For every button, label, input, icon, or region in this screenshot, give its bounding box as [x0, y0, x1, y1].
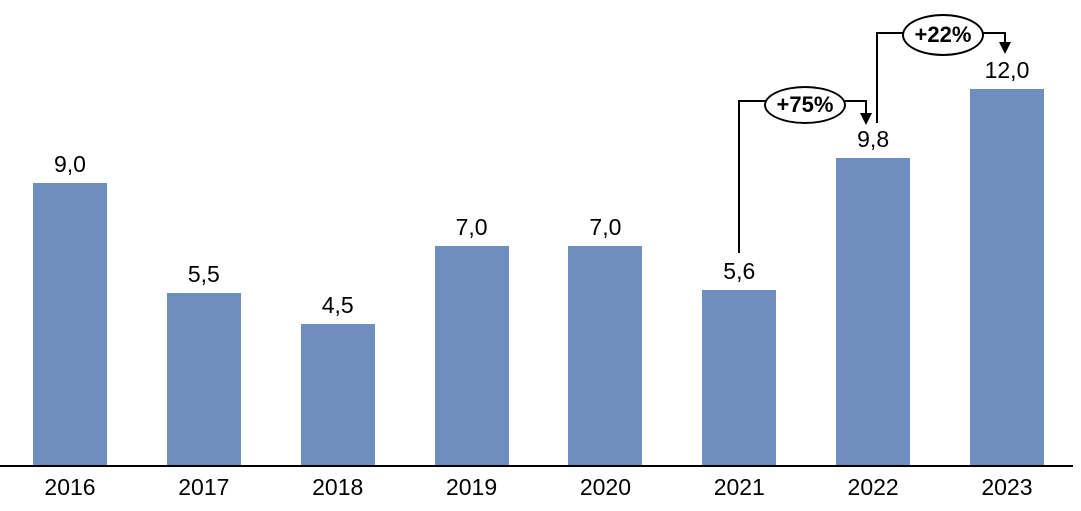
annotation-connector-vertical	[738, 100, 740, 253]
bar-value-label: 5,5	[187, 261, 220, 287]
bar	[969, 89, 1044, 465]
x-axis-label: 2022	[847, 474, 899, 500]
x-axis-label: 2018	[312, 474, 364, 500]
arrow-down-icon	[999, 42, 1011, 54]
bar-value-label: 7,0	[455, 214, 488, 240]
bar	[300, 324, 375, 465]
x-axis-label: 2016	[44, 474, 96, 500]
bar	[33, 183, 107, 465]
annotation-connector-vertical	[876, 32, 878, 123]
bar	[434, 246, 509, 465]
bar-value-label: 5,6	[723, 258, 756, 284]
bar	[836, 158, 911, 465]
x-axis-label: 2019	[445, 474, 498, 500]
annotation-arrow-shaft	[865, 100, 867, 113]
x-axis-label: 2017	[178, 474, 230, 500]
bar-value-label: 12,0	[984, 57, 1030, 83]
bar	[702, 290, 777, 465]
x-axis-line	[0, 465, 1073, 467]
x-axis-label: 2021	[713, 474, 765, 500]
bar-value-label: 4,5	[321, 292, 354, 318]
annotation-arrow-shaft	[1004, 32, 1006, 42]
arrow-down-icon	[860, 113, 872, 125]
bar	[568, 246, 643, 465]
x-axis-label: 2020	[579, 474, 631, 500]
bar-value-label: 9,0	[54, 151, 86, 177]
bar-value-label: 9,8	[857, 126, 890, 152]
bar-value-label: 7,0	[589, 214, 622, 240]
x-axis-label: 2023	[981, 474, 1033, 500]
bar	[166, 293, 241, 465]
annotation-ellipse: +75%	[764, 86, 846, 124]
annotation-ellipse: +22%	[902, 14, 984, 56]
